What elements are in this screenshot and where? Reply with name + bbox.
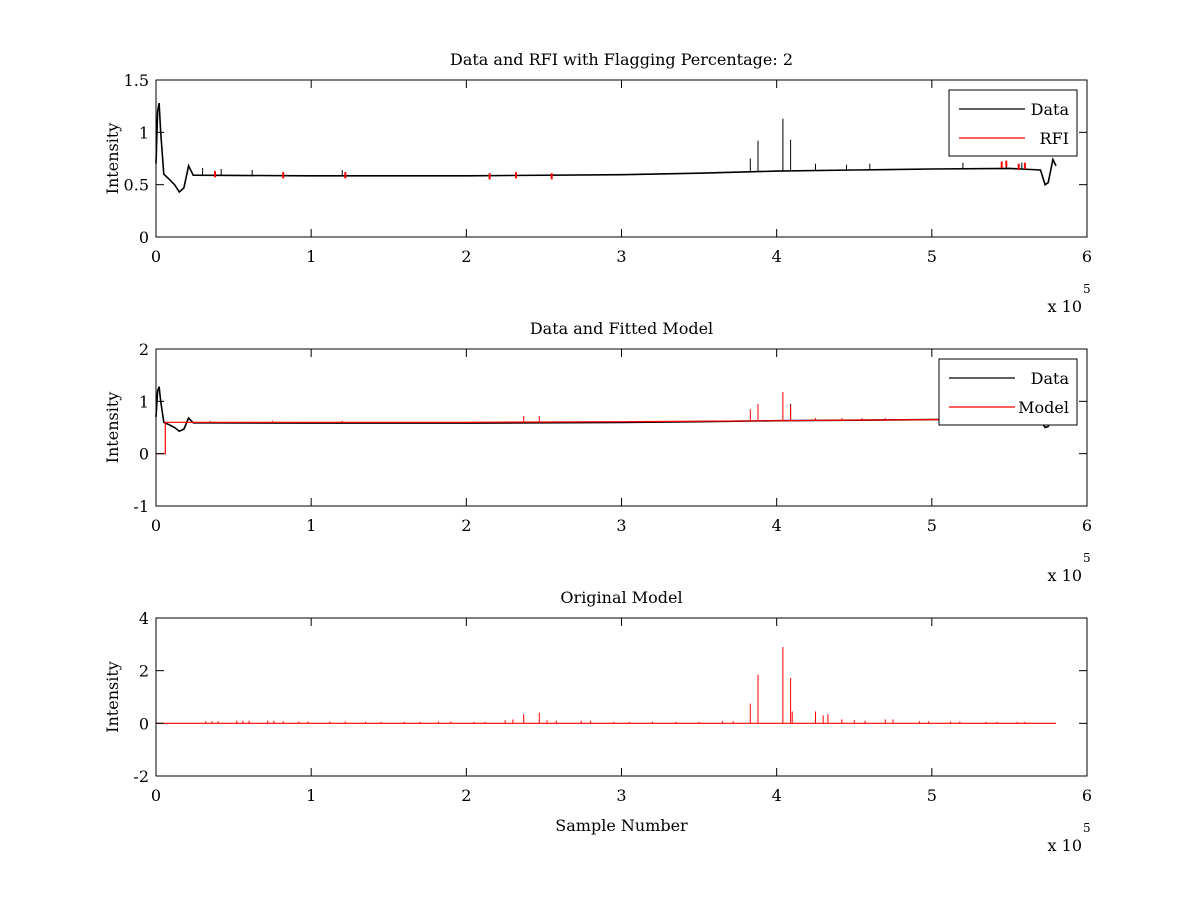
- legend: Data RFI: [948, 89, 1078, 157]
- legend-entry: Data: [1031, 369, 1070, 388]
- x-tick-label: 5: [927, 247, 937, 266]
- legend-box: [948, 89, 1078, 157]
- x-tick-label: 1: [306, 786, 316, 805]
- legend-entry: Data: [1031, 100, 1070, 119]
- y-tick-label: 1: [139, 123, 149, 142]
- y-axis-label: Intensity: [103, 392, 122, 464]
- x-tick-label: 1: [306, 247, 316, 266]
- x-tick-label: 4: [772, 247, 782, 266]
- axes-frame: [155, 79, 1088, 238]
- y-tick-label: 0: [139, 445, 149, 464]
- x-exponent-power: 5: [1083, 821, 1091, 835]
- y-tick-label: 0: [139, 714, 149, 733]
- x-tick-label: 3: [616, 516, 626, 535]
- y-axis-label: Intensity: [103, 123, 122, 195]
- x-exponent-label: x 10: [1048, 297, 1082, 316]
- x-tick-label: 0: [151, 516, 161, 535]
- series-data-2: [155, 386, 1057, 433]
- x-tick-label: 6: [1082, 786, 1092, 805]
- x-tick-label: 1: [306, 516, 316, 535]
- x-tick-label: 5: [927, 786, 937, 805]
- chart-title: Data and Fitted Model: [530, 319, 713, 338]
- y-tick-label: 4: [139, 609, 149, 628]
- x-tick-label: 3: [616, 247, 626, 266]
- x-tick-label: 4: [772, 786, 782, 805]
- y-tick-label: 1.5: [124, 71, 149, 90]
- series-model-2: [156, 391, 1018, 455]
- y-tick-label: 0.5: [124, 176, 149, 195]
- y-tick-label: -1: [133, 497, 149, 516]
- chart-title: Data and RFI with Flagging Percentage: 2: [450, 50, 793, 69]
- subplot-1: 0 1 2 3 4 5 6 0 0.5 1 1.5 Data and RFI with Flaggin…: [103, 50, 1092, 316]
- legend-entry: RFI: [1040, 129, 1069, 148]
- x-tick-label: 6: [1082, 247, 1092, 266]
- legend-entry: Model: [1018, 398, 1069, 417]
- axes-frame: [155, 617, 1088, 777]
- x-tick-label: 2: [461, 247, 471, 266]
- y-tick-label: 1: [139, 392, 149, 411]
- x-tick-label: 0: [151, 247, 161, 266]
- y-tick-label: -2: [133, 767, 149, 786]
- x-exponent-label: x 10: [1048, 836, 1082, 855]
- series-model-3: [156, 647, 1056, 724]
- y-tick-label: 2: [139, 340, 149, 359]
- y-tick-label: 0: [139, 228, 149, 247]
- x-axis-label: Sample Number: [555, 816, 688, 835]
- x-tick-label: 0: [151, 786, 161, 805]
- series-line: [156, 418, 1018, 455]
- y-axis-label: Intensity: [103, 661, 122, 733]
- x-tick-label: 3: [616, 786, 626, 805]
- chart-title: Original Model: [560, 588, 682, 607]
- x-exponent-power: 5: [1083, 551, 1091, 565]
- x-tick-label: 2: [461, 516, 471, 535]
- series-rfi-1: [214, 160, 1026, 180]
- x-exponent-power: 5: [1083, 282, 1091, 296]
- x-tick-label: 5: [927, 516, 937, 535]
- x-tick-label: 6: [1082, 516, 1092, 535]
- x-tick-label: 2: [461, 786, 471, 805]
- x-tick-label: 4: [772, 516, 782, 535]
- x-exponent-label: x 10: [1048, 566, 1082, 585]
- series-line: [155, 102, 1057, 194]
- legend: Data Model: [938, 358, 1078, 426]
- series-data-1: [155, 102, 1057, 194]
- series-line: [155, 386, 1057, 433]
- y-tick-label: 2: [139, 662, 149, 681]
- legend-box: [938, 358, 1078, 426]
